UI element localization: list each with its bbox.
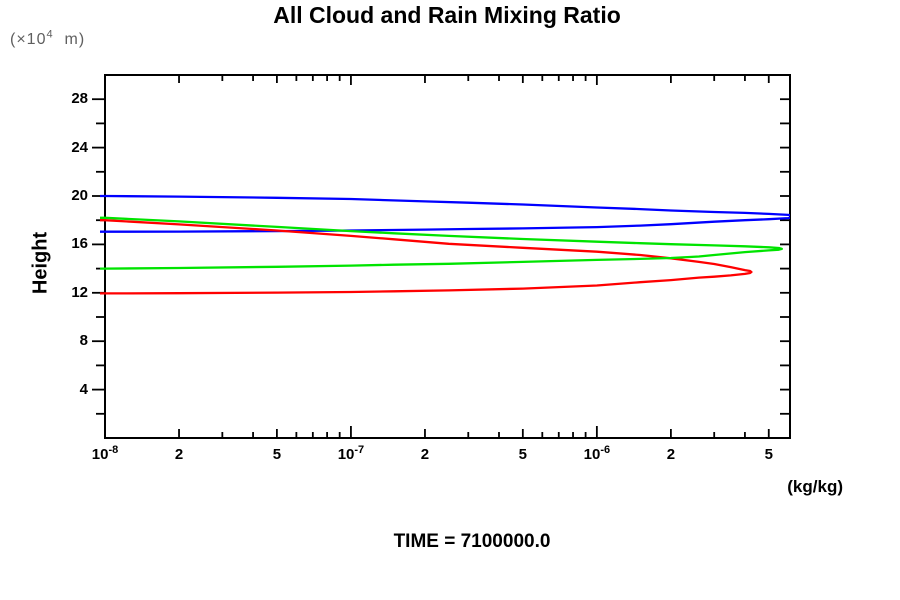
x-tick-label: 2 [174,446,184,463]
x-tick-label: 5 [518,446,527,463]
y-tick-label: 8 [79,332,88,350]
y-unit-prefix: (×10 [10,31,47,48]
y-tick-label: 12 [71,283,88,301]
y-axis-unit-label: (×104 m) [10,28,86,49]
y-unit-suffix: m) [53,31,86,48]
x-tick-exponent: -6 [600,444,611,456]
x-tick-exponent: -7 [354,444,365,456]
time-annotation: TIME = 7100000.0 [393,531,551,552]
x-axis-unit-label: (kg/kg) [787,477,843,496]
x-tick-label: 5 [272,446,282,463]
x-tick-label: 10-6 [583,444,611,464]
x-tick-label: 5 [764,446,773,463]
blue-profile-curve [100,194,790,233]
red-profile-curve [100,219,753,295]
y-tick-label: 20 [71,187,88,204]
y-tick-label: 4 [79,380,88,398]
x-tick-label: 10-7 [337,444,365,464]
x-tick-exponent: -8 [108,444,119,456]
x-tick-label: 2 [666,446,676,463]
green-profile-curve [100,216,783,270]
x-tick-label: 2 [420,446,430,463]
y-tick-label: 24 [71,138,88,156]
x-tick-label: 10-8 [91,444,119,464]
y-unit-exponent: 4 [46,28,54,41]
y-tick-label: 16 [71,235,88,253]
chart-title: All Cloud and Rain Mixing Ratio [273,2,621,28]
plot-frame [104,74,791,439]
y-tick-label: 28 [71,90,88,108]
